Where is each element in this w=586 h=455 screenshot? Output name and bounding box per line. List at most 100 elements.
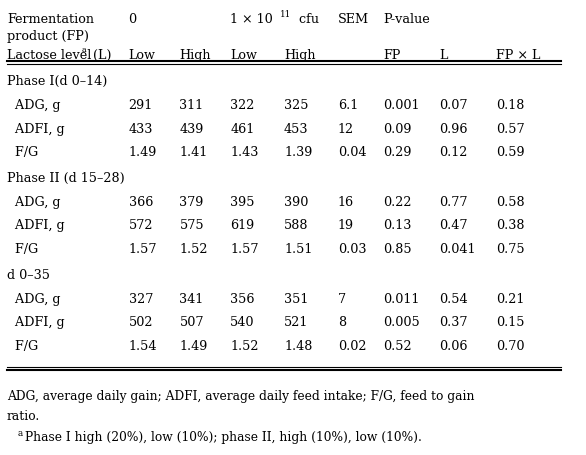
Text: 311: 311	[179, 99, 203, 112]
Text: 0.77: 0.77	[440, 196, 468, 208]
Text: 439: 439	[179, 122, 204, 135]
Text: F/G: F/G	[7, 242, 38, 255]
Text: ADG, g: ADG, g	[7, 292, 60, 305]
Text: 325: 325	[284, 99, 309, 112]
Text: 0.07: 0.07	[440, 99, 468, 112]
Text: 1.51: 1.51	[284, 242, 312, 255]
Text: 0.02: 0.02	[338, 339, 366, 352]
Text: 0.57: 0.57	[496, 122, 524, 135]
Text: 0.54: 0.54	[440, 292, 468, 305]
Text: 1.41: 1.41	[179, 146, 207, 159]
Text: FP × L: FP × L	[496, 49, 540, 62]
Text: High: High	[179, 49, 211, 62]
Text: 1.57: 1.57	[128, 242, 157, 255]
Text: 575: 575	[179, 219, 204, 232]
Text: 502: 502	[128, 315, 153, 329]
Text: 540: 540	[230, 315, 255, 329]
Text: Phase I(d 0–14): Phase I(d 0–14)	[7, 75, 107, 88]
Text: 619: 619	[230, 219, 254, 232]
Text: Fermentation: Fermentation	[7, 13, 94, 25]
Text: 356: 356	[230, 292, 255, 305]
Text: 0.06: 0.06	[440, 339, 468, 352]
Text: 461: 461	[230, 122, 254, 135]
Text: 433: 433	[128, 122, 153, 135]
Text: ADG, g: ADG, g	[7, 99, 60, 112]
Text: 0.09: 0.09	[383, 122, 411, 135]
Text: F/G: F/G	[7, 339, 38, 352]
Text: 379: 379	[179, 196, 204, 208]
Text: High: High	[284, 49, 315, 62]
Text: ADFI, g: ADFI, g	[7, 219, 64, 232]
Text: 390: 390	[284, 196, 308, 208]
Text: 19: 19	[338, 219, 354, 232]
Text: 0: 0	[128, 13, 137, 25]
Text: 327: 327	[128, 292, 153, 305]
Text: 572: 572	[128, 219, 153, 232]
Text: 1 × 10: 1 × 10	[230, 13, 273, 25]
Text: (L): (L)	[89, 49, 111, 62]
Text: 12: 12	[338, 122, 354, 135]
Text: 0.04: 0.04	[338, 146, 366, 159]
Text: P-value: P-value	[383, 13, 430, 25]
Text: Phase I high (20%), low (10%); phase II, high (10%), low (10%).: Phase I high (20%), low (10%); phase II,…	[25, 430, 422, 444]
Text: a: a	[81, 46, 86, 54]
Text: 16: 16	[338, 196, 354, 208]
Text: 0.59: 0.59	[496, 146, 524, 159]
Text: 0.15: 0.15	[496, 315, 524, 329]
Text: 1.49: 1.49	[179, 339, 208, 352]
Text: L: L	[440, 49, 448, 62]
Text: 1.57: 1.57	[230, 242, 259, 255]
Text: 453: 453	[284, 122, 309, 135]
Text: SEM: SEM	[338, 13, 369, 25]
Text: ADG, g: ADG, g	[7, 196, 60, 208]
Text: product (FP): product (FP)	[7, 30, 89, 42]
Text: 366: 366	[128, 196, 153, 208]
Text: 0.18: 0.18	[496, 99, 524, 112]
Text: 341: 341	[179, 292, 204, 305]
Text: 8: 8	[338, 315, 346, 329]
Text: Phase II (d 15–28): Phase II (d 15–28)	[7, 172, 125, 185]
Text: 11: 11	[280, 10, 291, 19]
Text: 521: 521	[284, 315, 308, 329]
Text: 0.38: 0.38	[496, 219, 524, 232]
Text: Low: Low	[230, 49, 257, 62]
Text: 291: 291	[128, 99, 153, 112]
Text: 6.1: 6.1	[338, 99, 358, 112]
Text: 0.041: 0.041	[440, 242, 476, 255]
Text: 0.21: 0.21	[496, 292, 524, 305]
Text: a: a	[17, 428, 22, 437]
Text: 0.03: 0.03	[338, 242, 366, 255]
Text: 0.58: 0.58	[496, 196, 524, 208]
Text: 1.48: 1.48	[284, 339, 312, 352]
Text: 0.70: 0.70	[496, 339, 524, 352]
Text: d 0–35: d 0–35	[7, 268, 50, 281]
Text: 7: 7	[338, 292, 346, 305]
Text: 0.22: 0.22	[383, 196, 411, 208]
Text: ADG, average daily gain; ADFI, average daily feed intake; F/G, feed to gain: ADG, average daily gain; ADFI, average d…	[7, 389, 475, 402]
Text: Lactose level: Lactose level	[7, 49, 91, 62]
Text: 0.75: 0.75	[496, 242, 524, 255]
Text: 1.52: 1.52	[230, 339, 259, 352]
Text: ADFI, g: ADFI, g	[7, 122, 64, 135]
Text: F/G: F/G	[7, 146, 38, 159]
Text: 0.13: 0.13	[383, 219, 411, 232]
Text: 0.001: 0.001	[383, 99, 420, 112]
Text: 0.005: 0.005	[383, 315, 420, 329]
Text: 0.011: 0.011	[383, 292, 420, 305]
Text: 507: 507	[179, 315, 204, 329]
Text: Low: Low	[128, 49, 155, 62]
Text: 351: 351	[284, 292, 308, 305]
Text: 1.54: 1.54	[128, 339, 157, 352]
Text: 0.85: 0.85	[383, 242, 411, 255]
Text: 1.43: 1.43	[230, 146, 259, 159]
Text: ratio.: ratio.	[7, 409, 40, 422]
Text: 0.29: 0.29	[383, 146, 411, 159]
Text: 0.12: 0.12	[440, 146, 468, 159]
Text: 0.47: 0.47	[440, 219, 468, 232]
Text: ADFI, g: ADFI, g	[7, 315, 64, 329]
Text: 1.49: 1.49	[128, 146, 157, 159]
Text: 0.52: 0.52	[383, 339, 411, 352]
Text: 395: 395	[230, 196, 255, 208]
Text: 1.39: 1.39	[284, 146, 312, 159]
Text: 322: 322	[230, 99, 255, 112]
